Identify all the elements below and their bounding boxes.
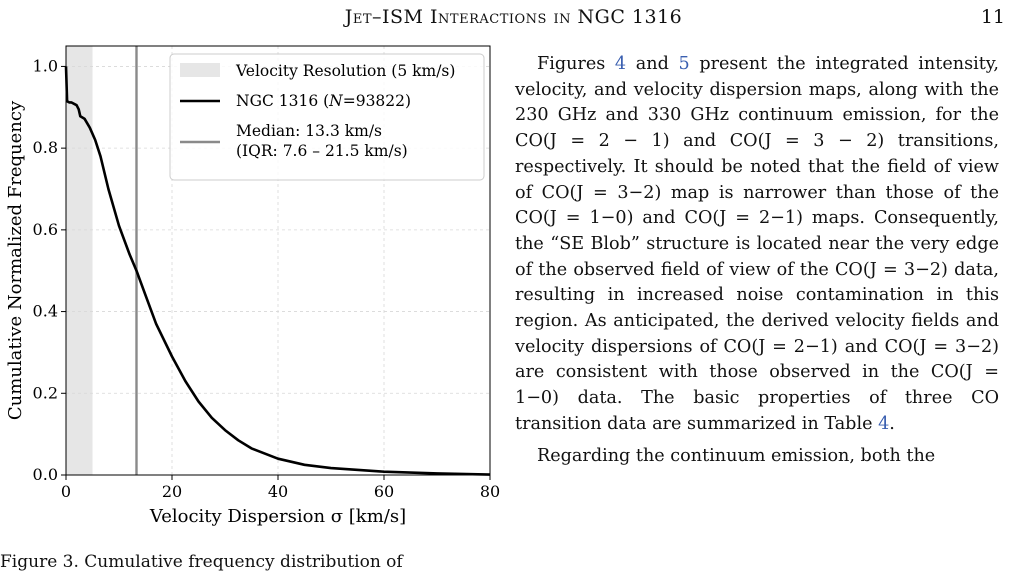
x-tick-label: 0 (61, 482, 71, 501)
velocity-resolution-band (66, 46, 93, 475)
y-tick-label: 1.0 (33, 56, 58, 75)
running-title: Jet–ISM Interactions in NGC 1316 (344, 6, 683, 28)
x-tick-label: 20 (162, 482, 182, 501)
legend-box (169, 53, 485, 181)
page-number: 11 (980, 6, 1005, 28)
x-tick-label: 60 (374, 482, 394, 501)
y-tick-label: 0.2 (33, 383, 58, 402)
figure-ref[interactable]: 5 (678, 54, 690, 74)
y-tick-label: 0.6 (33, 220, 58, 239)
plot-area: 0 20 40 60 80 0.0 0.2 0.4 0.6 0.8 1.0 Velocity Disp… (5, 45, 500, 527)
y-axis-label: Cumulative Normalized Frequency (5, 100, 26, 420)
paragraph-1: Figures 4 and 5 present the integrated i… (515, 54, 999, 434)
figure-caption: Figure 3. Cumulative frequency distribut… (0, 552, 403, 572)
table-ref[interactable]: 4 (878, 413, 890, 434)
y-tick-label: 0.4 (33, 302, 58, 321)
legend-label-median: Median: 13.3 km/s (236, 122, 382, 140)
paragraph-2: Regarding the continuum emission, both t… (537, 445, 936, 466)
legend-swatch-resolution (180, 63, 220, 77)
legend-label-ngc1316: NGC 1316 (N=93822) (236, 92, 411, 110)
figure-ref[interactable]: 4 (614, 54, 627, 74)
legend-label-iqr: (IQR: 7.6 – 21.5 km/s) (236, 142, 408, 160)
x-tick-label: 40 (268, 482, 288, 501)
y-tick-label: 0.0 (33, 465, 58, 484)
y-tick-label: 0.8 (33, 138, 58, 157)
legend-label-resolution: Velocity Resolution (5 km/s) (235, 62, 455, 80)
x-axis-label: Velocity Dispersion σ [km/s] (149, 506, 406, 527)
body-text: Figures 4 and 5 present the integrated i… (515, 52, 999, 469)
x-tick-label: 80 (480, 482, 500, 501)
cumulative-dispersion-chart: 0 20 40 60 80 0.0 0.2 0.4 0.6 0.8 1.0 Velocity Disp… (5, 45, 500, 527)
series-line-ngc1316 (64, 66, 491, 476)
